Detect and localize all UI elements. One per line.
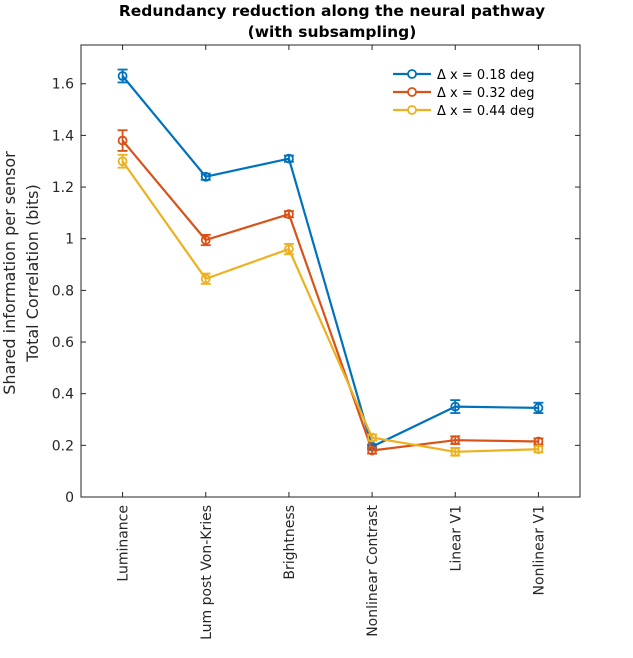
series-3 [117,153,544,457]
data-point [200,235,211,245]
x-tick-label: Linear V1 [448,505,464,571]
x-tick-label: Brightness [282,505,298,580]
series-line [121,75,539,448]
data-point [367,432,377,443]
data-point [533,402,544,413]
y-axis-label-line-2: Total Correlation (bits) [23,184,42,362]
data-point [200,273,211,284]
data-point [284,244,294,254]
series-2 [117,129,544,456]
legend-swatch-marker [407,69,417,79]
data-point [450,446,461,457]
data-point [284,153,294,164]
y-tick-label: 0.2 [52,438,74,454]
legend-entry-label: Δ x = 0.18 deg [437,68,534,83]
series-line [121,139,539,452]
y-tick-label: 0.4 [52,387,74,403]
y-tick-label: 1.6 [52,77,74,93]
x-tick-label: Nonlinear Contrast [365,505,381,637]
data-point [533,444,544,455]
y-tick-label: 0.8 [52,283,74,299]
legend-swatch-marker [407,87,417,97]
y-tick-label: 1 [65,232,74,248]
legend-entry-label: Δ x = 0.44 deg [437,104,534,119]
data-point [367,445,377,456]
y-tick-label: 1.4 [52,128,74,144]
data-point [117,135,128,146]
data-point [450,435,461,446]
legend-entry-label: Δ x = 0.32 deg [437,86,534,101]
y-axis-label-line-1: Shared information per sensor [0,151,19,395]
y-tick-label: 0.6 [52,335,74,351]
legend-swatch-marker [407,105,417,115]
legend: Δ x = 0.18 deg Δ x = 0.32 deg Δ x = 0.44 d… [393,68,534,119]
x-tick-label: Luminance [116,505,132,582]
y-tick-label: 1.2 [52,180,74,196]
series-line [121,160,539,453]
x-tick-label: Nonlinear V1 [531,505,547,595]
data-point [117,71,128,81]
chart-title-line-1: Redundancy reduction along the neural pa… [119,2,545,20]
data-point [117,156,128,167]
data-point [200,171,211,182]
data-point [284,209,294,220]
x-tick-label: Lum post Von-Kries [199,505,215,640]
data-point [450,401,461,412]
chart-title-line-2: (with subsampling) [248,23,417,41]
plot-area: 0 0.2 0.4 0.6 0.8 1 1.2 1.4 1.6 Luminance Lum post… [52,44,581,640]
axes-box [80,44,581,498]
y-tick-label: 0 [65,490,74,506]
